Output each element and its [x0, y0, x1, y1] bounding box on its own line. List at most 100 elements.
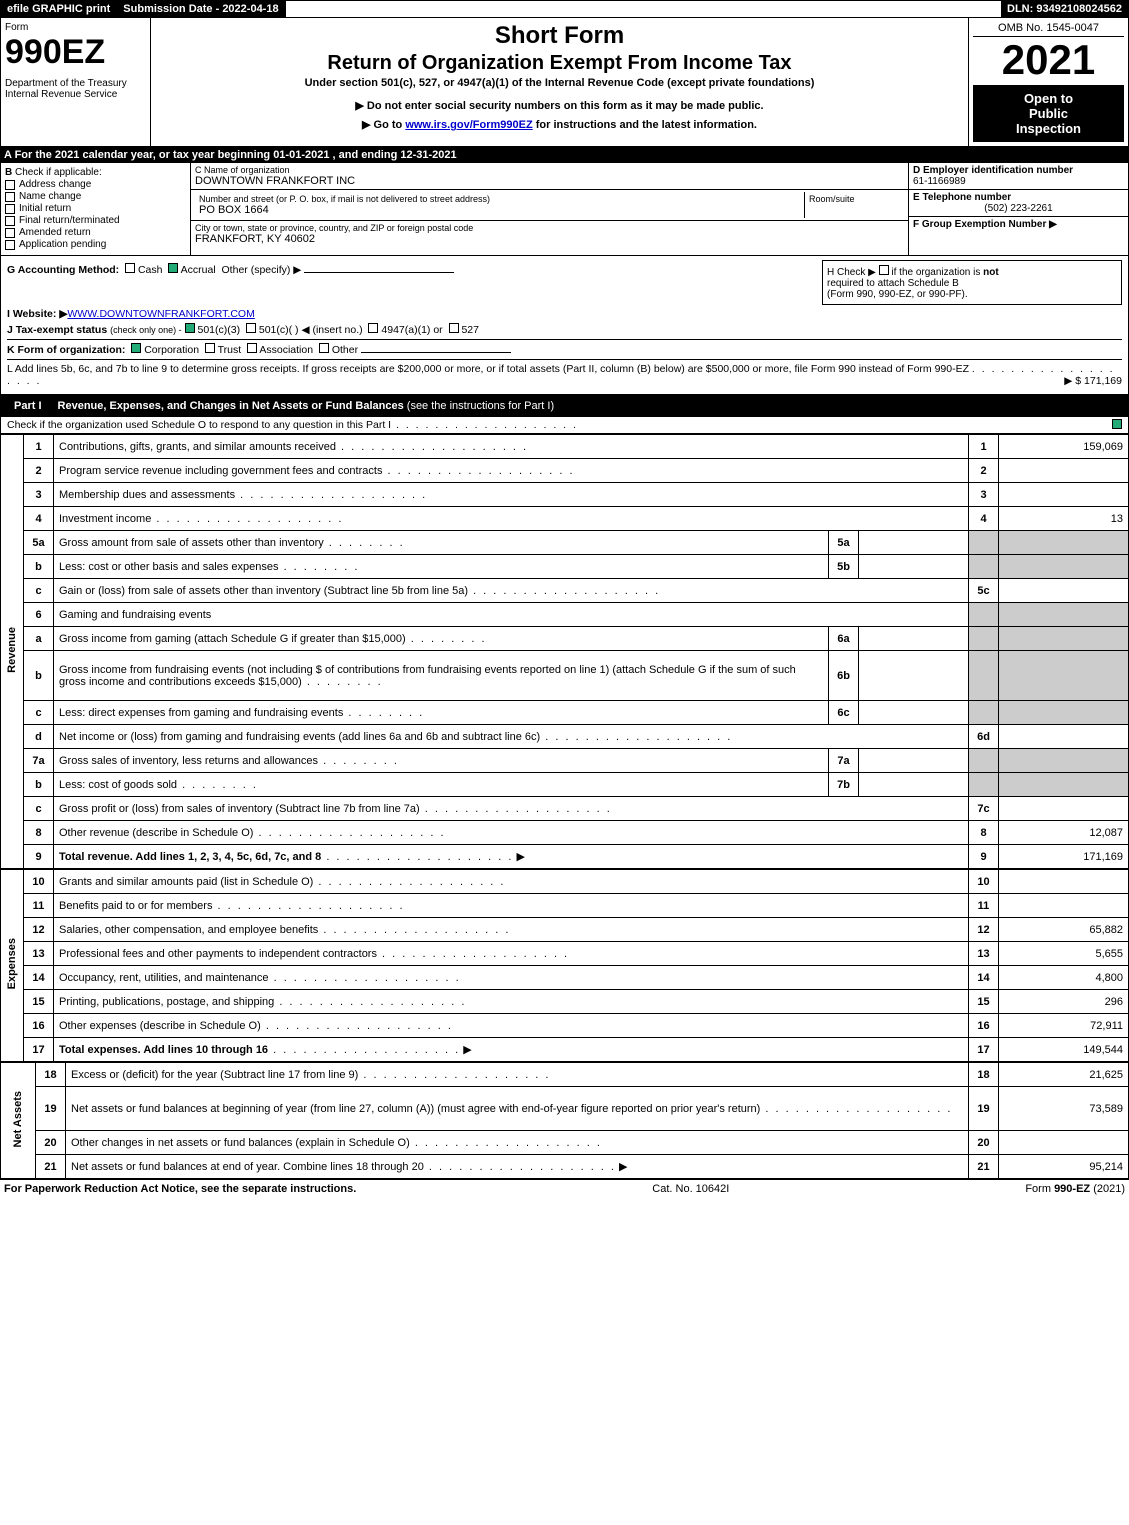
line-number: 4: [24, 507, 54, 531]
h-text4: (Form 990, 990-EZ, or 990-PF).: [827, 289, 968, 300]
line-box: 13: [969, 942, 999, 966]
line-desc: Net assets or fund balances at end of ye…: [66, 1155, 969, 1179]
cb-schedule-o[interactable]: [1112, 419, 1122, 429]
line-amount: 72,911: [999, 1014, 1129, 1038]
open1: Open to: [979, 91, 1118, 106]
note-ssn: ▶ Do not enter social security numbers o…: [159, 99, 960, 112]
dln: DLN: 93492108024562: [1001, 1, 1128, 17]
k-assoc: Association: [259, 344, 313, 356]
part1-check-line: Check if the organization used Schedule …: [0, 417, 1129, 434]
top-spacer: [286, 1, 1001, 17]
j-opt3: 4947(a)(1) or: [381, 324, 442, 336]
cb-4947[interactable]: [368, 323, 378, 333]
cb-527[interactable]: [449, 323, 459, 333]
line-amount: 4,800: [999, 966, 1129, 990]
line-number: 14: [24, 966, 54, 990]
cb-h[interactable]: [879, 265, 889, 275]
group-label: F Group Exemption Number ▶: [913, 219, 1057, 230]
table-row: Expenses10Grants and similar amounts pai…: [1, 870, 1129, 894]
line-amount: 95,214: [999, 1155, 1129, 1179]
irs-link[interactable]: www.irs.gov/Form990EZ: [405, 119, 532, 131]
line-number: 21: [36, 1155, 66, 1179]
table-row: bGross income from fundraising events (n…: [1, 651, 1129, 701]
table-row: 15Printing, publications, postage, and s…: [1, 990, 1129, 1014]
cb-final-return[interactable]: Final return/terminated: [5, 215, 186, 226]
line-box: 20: [969, 1131, 999, 1155]
website-link[interactable]: WWW.DOWNTOWNFRANKFORT.COM: [67, 308, 254, 320]
line-amount: 5,655: [999, 942, 1129, 966]
line-amount: [999, 797, 1129, 821]
line-amount: [999, 725, 1129, 749]
efile-print[interactable]: efile GRAPHIC print: [1, 1, 117, 17]
submission-date: Submission Date - 2022-04-18: [117, 1, 285, 17]
table-row: 20Other changes in net assets or fund ba…: [1, 1131, 1129, 1155]
line-desc: Contributions, gifts, grants, and simila…: [54, 435, 969, 459]
mini-box: 6a: [829, 627, 859, 651]
line-desc: Gross income from fundraising events (no…: [54, 651, 829, 701]
shade-amt: [999, 531, 1129, 555]
l-text: L Add lines 5b, 6c, and 7b to line 9 to …: [7, 363, 969, 375]
ein-label: D Employer identification number: [913, 165, 1073, 176]
cb-accrual[interactable]: [168, 263, 178, 273]
cb-501c[interactable]: [246, 323, 256, 333]
cb-amended-return[interactable]: Amended return: [5, 227, 186, 238]
cb-assoc[interactable]: [247, 343, 257, 353]
line-desc: Program service revenue including govern…: [54, 459, 969, 483]
cb-cash[interactable]: [125, 263, 135, 273]
line-number: 13: [24, 942, 54, 966]
mini-box: 7b: [829, 773, 859, 797]
part1-check-text: Check if the organization used Schedule …: [7, 419, 391, 431]
revenue-table: Revenue1Contributions, gifts, grants, an…: [0, 434, 1129, 869]
cb-name-change[interactable]: Name change: [5, 191, 186, 202]
table-row: cLess: direct expenses from gaming and f…: [1, 701, 1129, 725]
cb-501c3[interactable]: [185, 323, 195, 333]
line-number: 10: [24, 870, 54, 894]
cb-trust[interactable]: [205, 343, 215, 353]
line-amount: 13: [999, 507, 1129, 531]
table-row: bLess: cost of goods sold7b: [1, 773, 1129, 797]
line-number: c: [24, 579, 54, 603]
cb-application-pending[interactable]: Application pending: [5, 239, 186, 250]
shade-amt: [999, 555, 1129, 579]
j-opt4: 527: [461, 324, 479, 336]
line-desc: Excess or (deficit) for the year (Subtra…: [66, 1063, 969, 1087]
line-desc: Less: cost of goods sold: [54, 773, 829, 797]
table-row: 9Total revenue. Add lines 1, 2, 3, 4, 5c…: [1, 845, 1129, 869]
table-row: 3Membership dues and assessments3: [1, 483, 1129, 507]
mini-val: [859, 531, 969, 555]
return-title: Return of Organization Exempt From Incom…: [159, 52, 960, 75]
shade-amt: [999, 749, 1129, 773]
line-desc: Other expenses (describe in Schedule O): [54, 1014, 969, 1038]
line-l: L Add lines 5b, 6c, and 7b to line 9 to …: [7, 359, 1122, 387]
cb-initial-return[interactable]: Initial return: [5, 203, 186, 214]
line-number: c: [24, 701, 54, 725]
h-text3: required to attach Schedule B: [827, 278, 959, 289]
line-number: 7a: [24, 749, 54, 773]
line-number: 18: [36, 1063, 66, 1087]
omb-number: OMB No. 1545-0047: [973, 22, 1124, 37]
cb-other[interactable]: [319, 343, 329, 353]
org-name-cell: C Name of organization DOWNTOWN FRANKFOR…: [191, 163, 908, 190]
page-footer: For Paperwork Reduction Act Notice, see …: [0, 1179, 1129, 1198]
line-desc: Total expenses. Add lines 10 through 16 …: [54, 1038, 969, 1062]
netassets-table: Net Assets18Excess or (deficit) for the …: [0, 1062, 1129, 1179]
footer-mid: Cat. No. 10642I: [652, 1183, 729, 1195]
line-number: b: [24, 555, 54, 579]
form-number: 990EZ: [5, 33, 146, 72]
line-desc: Gross income from gaming (attach Schedul…: [54, 627, 829, 651]
cb-corp[interactable]: [131, 343, 141, 353]
j-opt1: 501(c)(3): [197, 324, 240, 336]
table-row: 16Other expenses (describe in Schedule O…: [1, 1014, 1129, 1038]
table-row: 13Professional fees and other payments t…: [1, 942, 1129, 966]
form-word: Form: [5, 22, 146, 33]
line-amount: [999, 483, 1129, 507]
line-number: 19: [36, 1087, 66, 1131]
line-desc: Other revenue (describe in Schedule O): [54, 821, 969, 845]
expenses-label: Expenses: [1, 870, 24, 1062]
line-number: 20: [36, 1131, 66, 1155]
column-b: B Check if applicable: Address change Na…: [1, 163, 191, 255]
header-right: OMB No. 1545-0047 2021 Open to Public In…: [968, 18, 1128, 146]
cb-address-change[interactable]: Address change: [5, 179, 186, 190]
line-desc: Grants and similar amounts paid (list in…: [54, 870, 969, 894]
line-amount: [999, 579, 1129, 603]
